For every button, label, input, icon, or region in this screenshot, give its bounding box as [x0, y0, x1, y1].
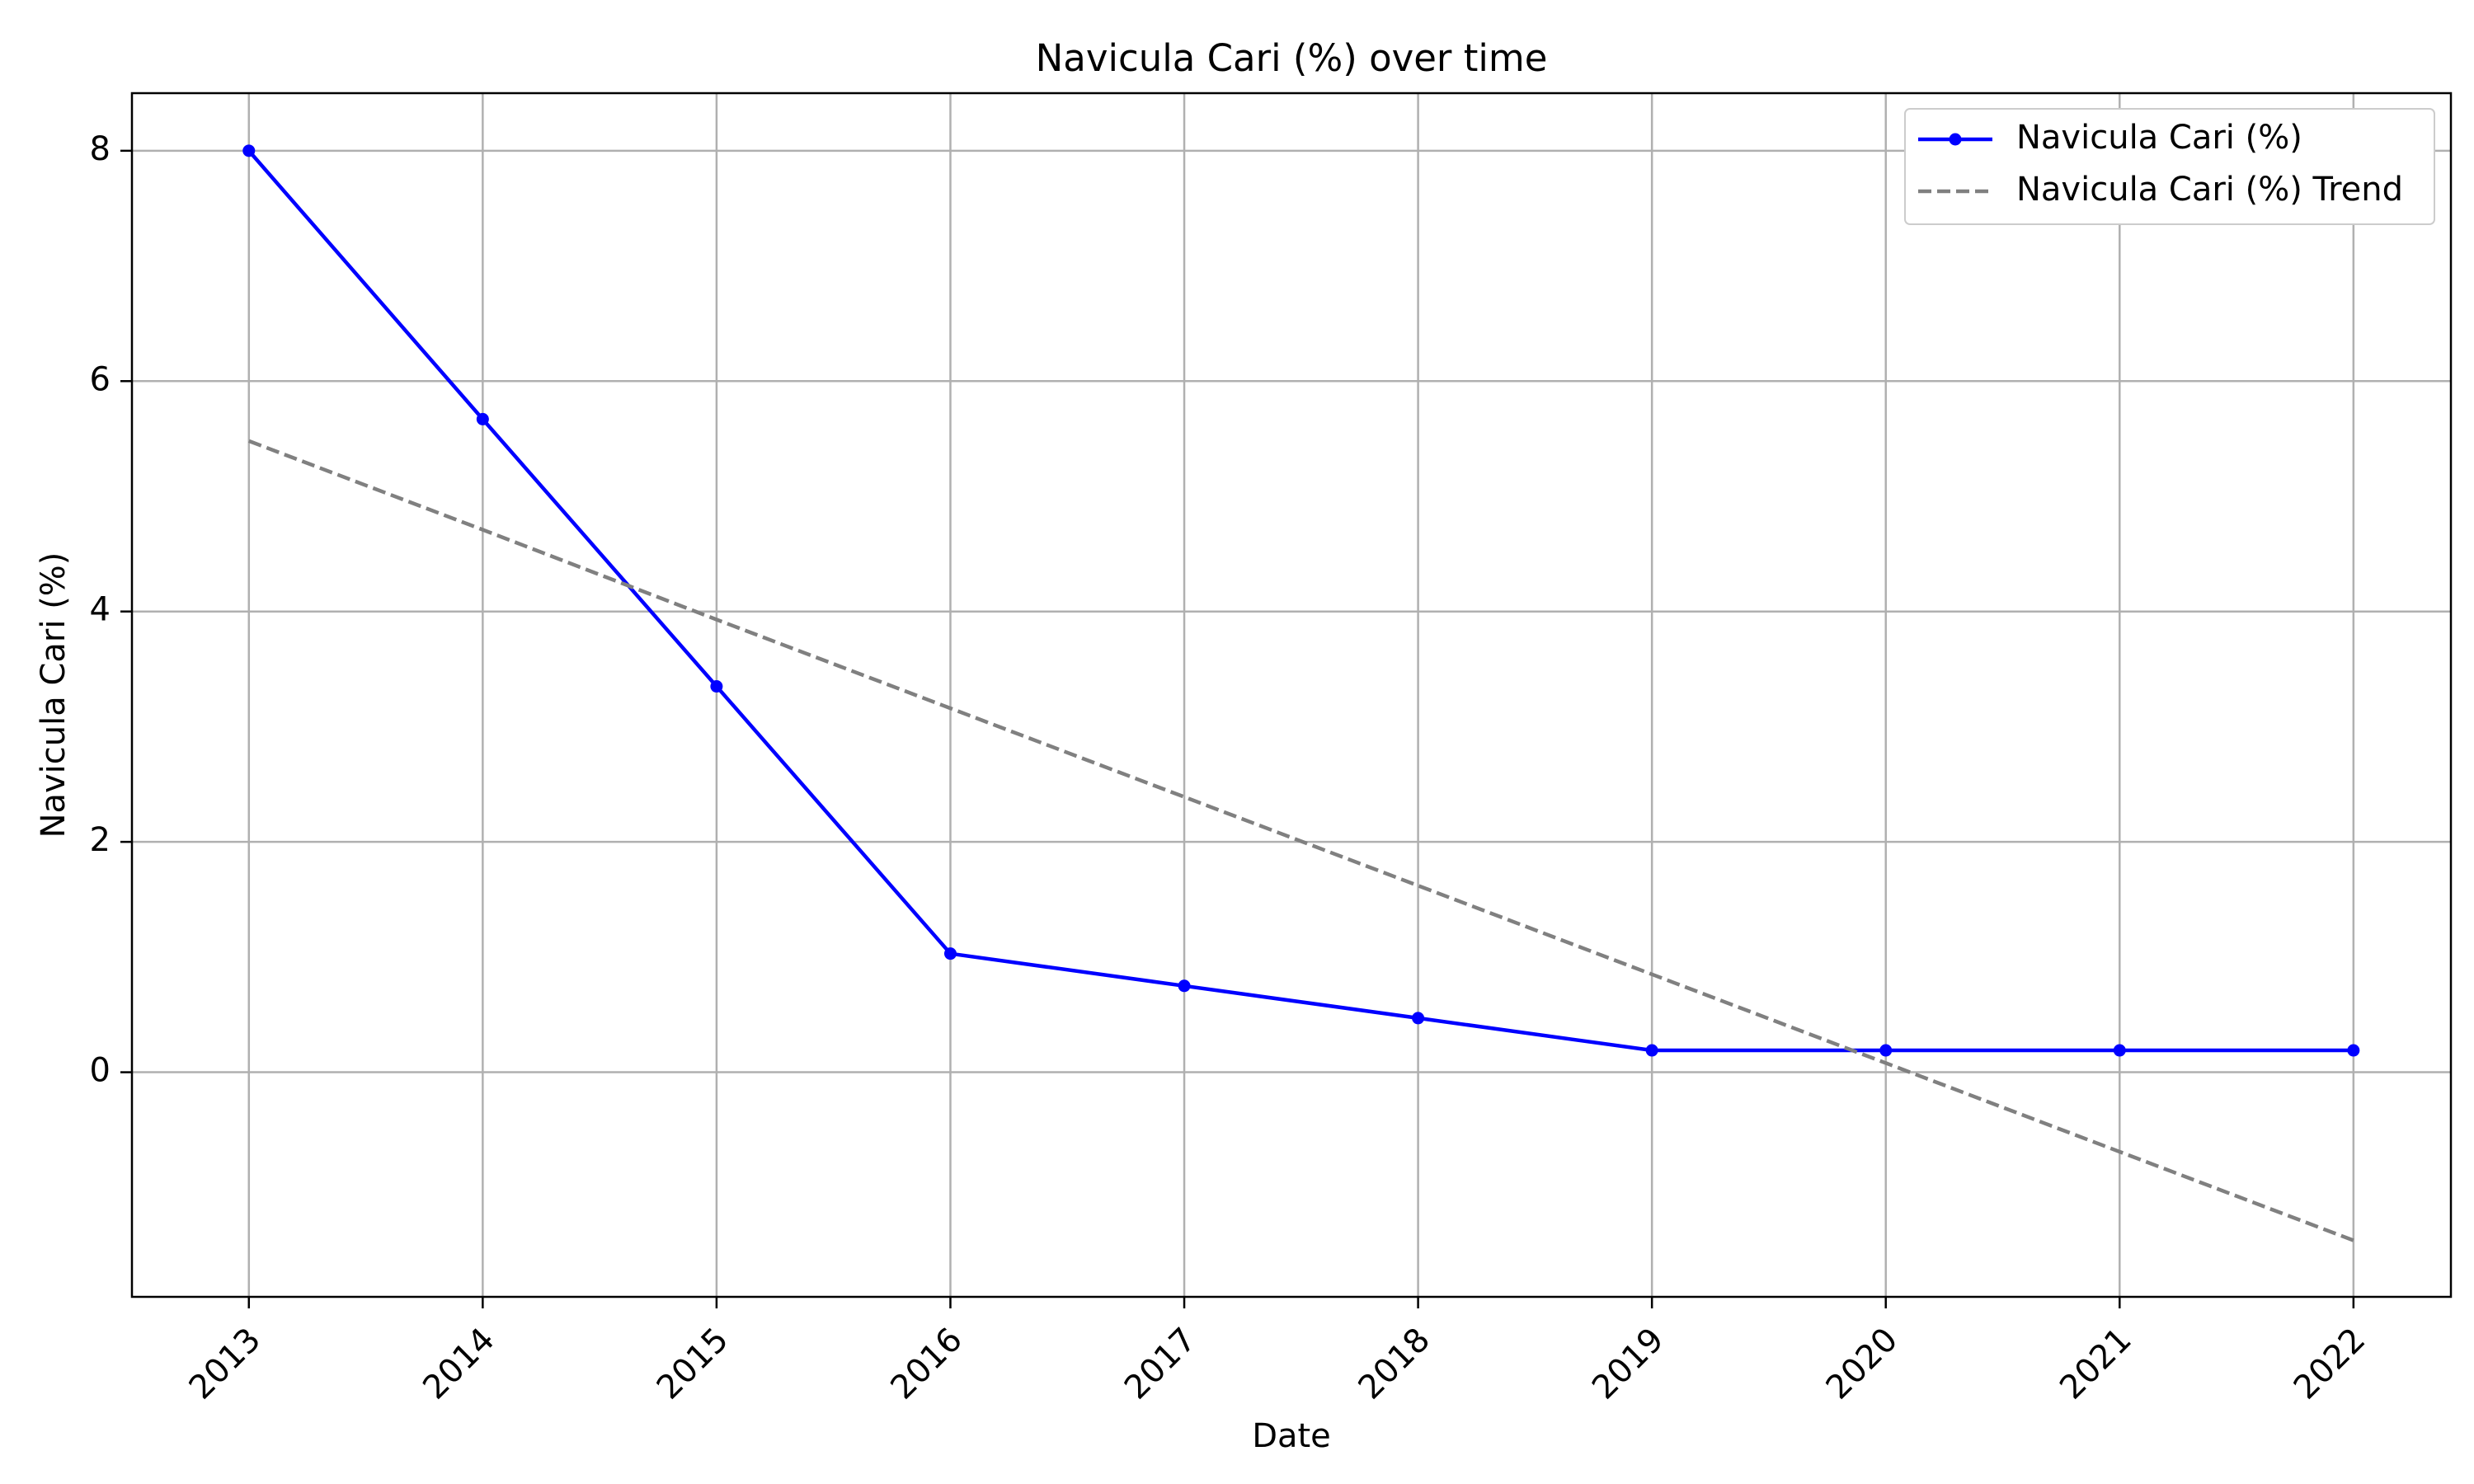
legend-marker	[1949, 133, 1962, 146]
trend-line	[248, 439, 2354, 1242]
data-point	[2347, 1044, 2360, 1057]
grid-lines	[132, 93, 2451, 1297]
plot-area-frame	[130, 92, 2453, 1298]
data-point	[1412, 1012, 1425, 1025]
data-point	[1178, 979, 1191, 993]
data-point	[2113, 1044, 2126, 1057]
data-point	[1645, 1044, 1658, 1057]
data-point	[710, 680, 723, 693]
data-point	[1879, 1044, 1893, 1057]
y-tick-label: 8	[90, 130, 111, 168]
data-point	[242, 144, 256, 157]
chart-title: Navicula Cari (%) over time	[1036, 36, 1548, 80]
x-axis-label: Date	[1252, 1417, 1331, 1455]
y-tick-label: 0	[90, 1052, 111, 1090]
legend-label: Navicula Cari (%)	[2016, 119, 2302, 157]
y-tick-label: 6	[90, 360, 111, 398]
y-tick-label: 4	[90, 591, 111, 629]
plot-series	[242, 144, 2360, 1242]
data-point	[476, 412, 489, 425]
legend-label: Navicula Cari (%) Trend	[2016, 171, 2403, 209]
y-axis-label: Navicula Cari (%)	[35, 552, 73, 838]
y-tick-label: 2	[90, 821, 111, 859]
data-point	[943, 947, 957, 960]
legend: Navicula Cari (%) Navicula Cari (%) Trend	[1904, 108, 2435, 225]
legend-box	[1904, 108, 2435, 225]
data-series-line	[247, 149, 2354, 1053]
